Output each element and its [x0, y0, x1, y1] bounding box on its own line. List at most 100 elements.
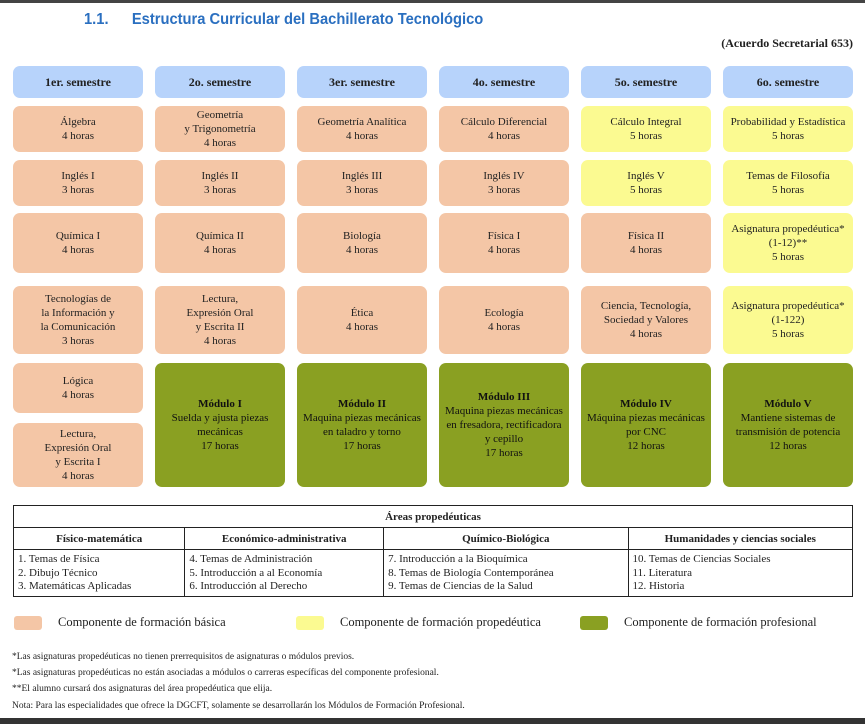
title-text: Estructura Curricular del Bachillerato T…	[131, 11, 484, 28]
subject-cell: Lógica 4 horas	[13, 363, 143, 413]
subject-cell: Inglés III 3 horas	[297, 160, 427, 206]
semester-label: 5o. semestre	[614, 75, 678, 89]
subject-hours: 4 horas	[203, 244, 237, 256]
subject-hours: 5 horas	[771, 251, 805, 263]
subject-cell: Química I 4 horas	[13, 213, 143, 273]
subject-name: Biología	[343, 230, 381, 242]
subject-hours: 4 horas	[61, 389, 95, 401]
semester-header: 2o. semestre	[155, 66, 285, 98]
subject-name: Probabilidad y Estadística	[730, 116, 846, 128]
semester-label: 2o. semestre	[188, 75, 252, 89]
subject-hours: 4 horas	[487, 244, 521, 256]
area-header: Físico-matemática	[12, 527, 186, 550]
area-item: 8. Temas de Biología Contemporánea	[388, 566, 554, 579]
areas-title: Áreas propedéuticas	[13, 505, 853, 528]
area-header: Químico-Biológica	[383, 527, 629, 550]
swatch-propedeutica	[296, 615, 324, 630]
section-number: 1.1.	[84, 11, 109, 28]
subject-hours: 4 horas	[203, 335, 237, 347]
top-border	[0, 0, 865, 3]
note: *Las asignaturas propedéuticas no tienen…	[12, 652, 355, 662]
subject-cell: Geometría Analítica 4 horas	[297, 106, 427, 152]
subject-name: Química I	[55, 230, 101, 242]
note: *Las asignaturas propedéuticas no están …	[12, 668, 439, 678]
agreement-label: (Acuerdo Secretarial 653)	[721, 36, 853, 50]
legend-label: Componente de formación profesional	[624, 615, 817, 629]
subject-cell: Química II 4 horas	[155, 213, 285, 273]
swatch-basica	[14, 615, 42, 630]
semester-header: 1er. semestre	[13, 66, 143, 98]
subject-cell: Álgebra 4 horas	[13, 106, 143, 152]
legend-label: Componente de formación propedéutica	[340, 615, 541, 629]
subject-hours: 5 horas	[771, 184, 805, 196]
area-item: 7. Introducción a la Bioquímica	[388, 553, 528, 565]
area-item: 9. Temas de Ciencias de la Salud	[388, 580, 533, 592]
subject-name: Inglés I	[61, 170, 95, 182]
subject-cell: Física I 4 horas	[439, 213, 569, 273]
module-hours: 17 horas	[485, 447, 523, 459]
module-hours: 12 horas	[627, 440, 665, 452]
subject-name: Ciencia, Tecnología, Sociedad y Valores	[600, 300, 692, 326]
subject-name: Temas de Filosofía	[746, 170, 830, 182]
note: **El alumno cursará dos asignaturas del …	[12, 684, 273, 694]
module-cell: Módulo IV Máquina piezas mecánicas por CN…	[581, 363, 711, 487]
semester-label: 3er. semestre	[329, 75, 395, 89]
subject-hours: 4 horas	[345, 321, 379, 333]
subject-hours: 3 horas	[487, 184, 521, 196]
subject-cell: Inglés I 3 horas	[13, 160, 143, 206]
legend-propedeutica: Componente de formación propedéutica	[296, 615, 541, 630]
subject-cell: Temas de Filosofía 5 horas	[723, 160, 853, 206]
semester-header: 4o. semestre	[439, 66, 569, 98]
subject-cell: Inglés V 5 horas	[581, 160, 711, 206]
subject-name: Geometría y Trigonometría	[184, 109, 256, 135]
subject-cell: Probabilidad y Estadística 5 horas	[723, 106, 853, 152]
area-item: 1. Temas de Física	[18, 553, 100, 565]
semester-header: 3er. semestre	[297, 66, 427, 98]
subject-cell: Lectura, Expresión Oral y Escrita II 4 ho…	[155, 286, 285, 354]
subject-cell: Tecnologías de la Información y la Comun…	[13, 286, 143, 354]
subject-hours: 4 horas	[345, 244, 379, 256]
area-item: 5. Introducción a al Economía	[189, 566, 323, 579]
semester-label: 4o. semestre	[472, 75, 536, 89]
semester-header: 6o. semestre	[723, 66, 853, 98]
semester-label: 1er. semestre	[45, 75, 111, 89]
area-list: 4. Temas de Administración 5. Introducció…	[184, 549, 385, 597]
module-title: Módulo IV	[620, 398, 672, 410]
area-list: 7. Introducción a la Bioquímica 8. Temas …	[383, 549, 629, 597]
subject-cell: Lectura, Expresión Oral y Escrita I 4 hor…	[13, 423, 143, 487]
subject-name: Cálculo Integral	[610, 116, 682, 128]
subject-hours: 4 horas	[345, 130, 379, 142]
module-description: Suelda y ajusta piezas mecánicas	[171, 412, 269, 438]
area-item: 2. Dibujo Técnico	[18, 566, 98, 579]
subject-hours: 5 horas	[771, 328, 805, 340]
bottom-border	[0, 718, 865, 724]
subject-cell: Ecología 4 horas	[439, 286, 569, 354]
subject-name: Geometría Analítica	[317, 116, 407, 128]
module-cell: Módulo V Mantiene sistemas de transmisión…	[723, 363, 853, 487]
module-title: Módulo III	[477, 391, 531, 403]
subject-hours: 3 horas	[345, 184, 379, 196]
legend-profesional: Componente de formación profesional	[580, 615, 817, 630]
module-description: Maquina piezas mecánicas en taladro y to…	[303, 412, 421, 438]
legend-label: Componente de formación básica	[58, 615, 226, 629]
subject-name: Lectura, Expresión Oral y Escrita II	[186, 293, 254, 333]
page-title: 1.1. Estructura Curricular del Bachillera…	[84, 11, 483, 29]
subject-name: Inglés II	[201, 170, 239, 182]
swatch-profesional	[580, 615, 608, 630]
area-header: Humanidades y ciencias sociales	[627, 527, 853, 550]
subject-cell: Inglés IV 3 horas	[439, 160, 569, 206]
area-item: 12. Historia	[632, 580, 685, 592]
subject-cell: Biología 4 horas	[297, 213, 427, 273]
subject-hours: 3 horas	[61, 184, 95, 196]
subject-name: Ética	[350, 307, 374, 319]
module-cell: Módulo I Suelda y ajusta piezas mecánicas…	[155, 363, 285, 487]
subject-hours: 4 horas	[61, 130, 95, 142]
subject-name: Ecología	[484, 307, 524, 319]
subject-hours: 4 horas	[487, 130, 521, 142]
area-list: 10. Temas de Ciencias Sociales 11. Litera…	[627, 549, 853, 597]
subject-hours: 3 horas	[203, 184, 237, 196]
subject-cell: Ciencia, Tecnología, Sociedad y Valores 4…	[581, 286, 711, 354]
area-header: Económico-administrativa	[184, 527, 385, 550]
module-title: Módulo II	[338, 398, 386, 410]
module-title: Módulo I	[198, 398, 242, 410]
